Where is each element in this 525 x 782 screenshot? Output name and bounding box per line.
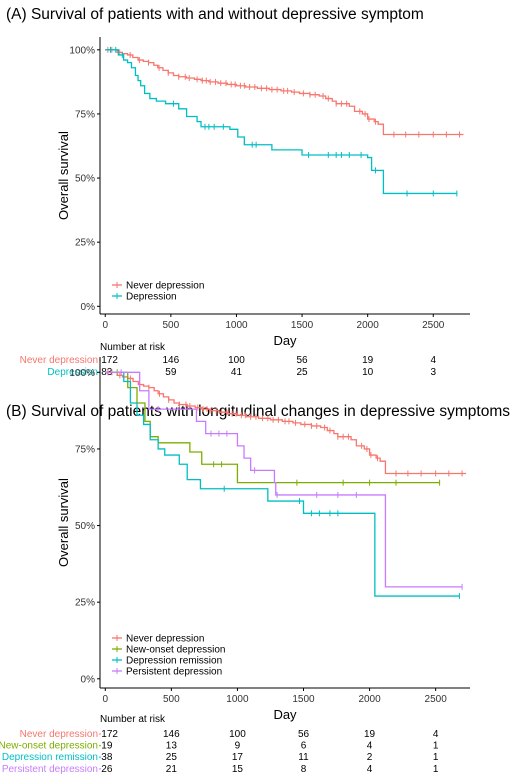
a-y-tick-label: 0%: [81, 302, 96, 313]
b-risk-cell: 100: [229, 729, 246, 740]
b-series-1-curve: [105, 371, 440, 484]
a-x-axis-label: Day: [273, 333, 297, 348]
b-x-tick-label: 0: [103, 694, 109, 705]
a-risk-table-title: Number at risk: [100, 342, 166, 353]
a-risk-cell: 4: [430, 355, 436, 366]
b-risk-cell: 13: [166, 741, 178, 752]
a-x-tick-label: 2500: [422, 320, 445, 331]
b-risk-row-dot-0: [99, 733, 101, 735]
b-y-tick-label: 75%: [75, 444, 95, 455]
a-y-axis-label: Overall survival: [56, 131, 71, 220]
b-y-tick-label: 0%: [81, 674, 96, 685]
a-risk-cell: 19: [362, 355, 374, 366]
a-risk-cell: 100: [228, 355, 245, 366]
b-risk-cell: 38: [101, 752, 113, 763]
b-risk-cell: 21: [166, 764, 178, 775]
b-x-tick-label: 2500: [425, 694, 448, 705]
a-risk-cell: 25: [296, 367, 308, 378]
b-series-3-curve: [105, 371, 463, 588]
b-legend-label-3: Persistent depression: [126, 667, 222, 678]
a-risk-cell: 10: [362, 367, 374, 378]
a-x-tick-label: 1500: [291, 320, 314, 331]
a-y-tick-label: 50%: [75, 174, 95, 185]
b-risk-cell: 1: [433, 752, 439, 763]
b-risk-row-dot-3: [99, 768, 101, 770]
a-y-tick-label: 100%: [69, 45, 95, 56]
b-risk-cell: 6: [301, 741, 307, 752]
b-risk-cell: 11: [298, 752, 309, 763]
a-x-tick-label: 500: [163, 320, 180, 331]
a-y-tick-label: 75%: [75, 109, 95, 120]
b-risk-row-label-2: Depression remission: [2, 752, 98, 763]
b-x-tick-label: 1000: [226, 694, 249, 705]
a-y-tick-label: 25%: [75, 238, 95, 249]
b-y-tick-label: 50%: [75, 521, 95, 532]
a-x-tick-label: 2000: [357, 320, 380, 331]
b-risk-cell: 4: [367, 764, 373, 775]
b-risk-cell: 56: [298, 729, 310, 740]
b-risk-cell: 172: [101, 729, 118, 740]
b-legend-label-2: Depression remission: [126, 656, 222, 667]
b-risk-cell: 8: [301, 764, 307, 775]
panel-b-chart: 0% 25% 50% 75% 100% 0 500 1000 1500 2000 2500 Day Ov…: [0, 357, 470, 775]
b-risk-cell: 19: [101, 741, 113, 752]
a-risk-row-label-1: Depression: [47, 367, 98, 378]
b-x-tick-label: 1500: [292, 694, 315, 705]
b-risk-row-label-1: New-onset depression: [0, 741, 98, 752]
b-risk-cell: 17: [232, 752, 244, 763]
a-legend-label-0: Never depression: [126, 281, 204, 292]
b-risk-cell: 1: [433, 764, 439, 775]
a-series-1-curve: [105, 49, 457, 195]
a-risk-cell: 59: [165, 367, 177, 378]
b-y-tick-label: 100%: [69, 368, 95, 379]
b-legend-label-0: Never depression: [126, 634, 204, 645]
panel-a-chart: 0% 25% 50% 75% 100% 0 500 1000 1500 2000 2500 Day Ov…: [20, 37, 470, 378]
b-risk-cell: 146: [163, 729, 180, 740]
a-risk-cell: 56: [296, 355, 308, 366]
b-legend-label-1: New-onset depression: [126, 645, 226, 656]
panel-b-title: (B) Survival of patients with longitudin…: [6, 403, 510, 420]
b-risk-cell: 4: [367, 741, 373, 752]
b-x-tick-label: 500: [163, 694, 180, 705]
a-series-0-curve: [105, 49, 464, 136]
b-y-tick-label: 25%: [75, 598, 95, 609]
b-x-axis-label: Day: [273, 707, 297, 722]
b-risk-row-dot-2: [99, 756, 101, 758]
b-risk-row-label-3: Persistent depression: [2, 764, 98, 775]
b-risk-cell: 26: [101, 764, 113, 775]
b-risk-cell: 4: [433, 729, 439, 740]
b-series-2-curve: [105, 371, 460, 597]
panel-a-title: (A) Survival of patients with and withou…: [6, 6, 424, 23]
b-risk-cell: 25: [166, 752, 178, 763]
b-risk-table-title: Number at risk: [100, 714, 166, 725]
b-risk-cell: 2: [367, 752, 373, 763]
b-risk-row-label-0: Never depression: [20, 729, 98, 740]
a-risk-cell: 172: [101, 355, 118, 366]
a-risk-cell: 3: [430, 367, 436, 378]
a-x-tick-label: 1000: [225, 320, 248, 331]
a-x-tick-label: 0: [102, 320, 108, 331]
b-risk-row-dot-1: [99, 744, 101, 747]
a-risk-row-label-0: Never depression: [20, 355, 98, 366]
b-series-0-curve: [105, 371, 467, 475]
b-risk-cell: 15: [232, 764, 244, 775]
b-y-axis-label: Overall survival: [56, 478, 71, 567]
a-risk-cell: 41: [231, 367, 243, 378]
b-x-tick-label: 2000: [358, 694, 381, 705]
a-legend-label-1: Depression: [126, 292, 177, 303]
b-risk-cell: 9: [235, 741, 241, 752]
b-risk-cell: 1: [433, 741, 439, 752]
a-risk-cell: 146: [163, 355, 180, 366]
b-risk-cell: 19: [364, 729, 376, 740]
